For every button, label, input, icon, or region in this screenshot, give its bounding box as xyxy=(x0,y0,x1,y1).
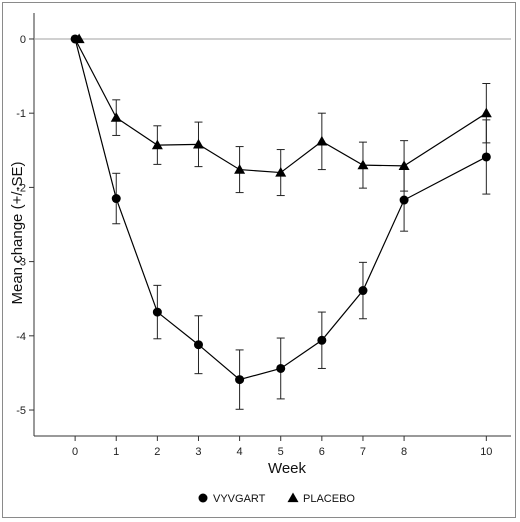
chart-frame: 0 -1 -2 -3 -4 -5 0 1 2 3 4 5 6 7 8 10 Week Mean change… xyxy=(2,2,516,518)
placebo-data-point xyxy=(398,160,410,170)
x-tick-label: 6 xyxy=(319,446,325,458)
vyvgart-data-point xyxy=(399,195,409,205)
legend: VYVGART PLACEBO xyxy=(198,492,355,505)
vyvgart-data-point xyxy=(276,363,286,373)
vyvgart-legend-label: VYVGART xyxy=(213,493,266,505)
placebo-data-point xyxy=(357,159,369,170)
y-tick-label: -4 xyxy=(16,331,26,343)
vyvgart-data-point xyxy=(193,340,203,350)
y-tick-label: -1 xyxy=(16,108,26,120)
vyvgart-legend-marker xyxy=(198,493,208,503)
y-tick-label: 0 xyxy=(20,34,26,46)
placebo-data-point xyxy=(151,139,163,150)
vyvgart-data-point xyxy=(152,307,162,317)
x-tick-label: 4 xyxy=(237,446,243,458)
y-tick-label: -5 xyxy=(16,405,26,417)
placebo-data-point xyxy=(110,112,122,122)
vyvgart-series-line xyxy=(74,38,487,381)
placebo-data-point xyxy=(234,164,246,174)
placebo-data-point xyxy=(480,107,492,118)
y-tick-label: -2 xyxy=(16,182,26,194)
placebo-data-point xyxy=(275,167,287,177)
vyvgart-data-point xyxy=(111,194,121,204)
x-tick-label: 0 xyxy=(72,446,78,458)
x-tick-label: 2 xyxy=(154,446,160,458)
y-tick-label: -3 xyxy=(16,257,26,269)
x-tick-label: 10 xyxy=(480,446,492,458)
vyvgart-data-point xyxy=(317,335,327,345)
vyvgart-data-point xyxy=(481,152,491,162)
placebo-series-line xyxy=(74,38,487,174)
vyvgart-data-point xyxy=(358,286,368,296)
x-tick-label: 1 xyxy=(113,446,119,458)
x-tick-label: 7 xyxy=(360,446,366,458)
x-axis-title: Week xyxy=(268,460,307,477)
vyvgart-data-point xyxy=(235,375,245,385)
placebo-legend-label: PLACEBO xyxy=(303,493,355,505)
x-tick-label: 5 xyxy=(278,446,284,458)
y-axis-title: Mean change (+/-SE) xyxy=(9,162,26,305)
x-tick-label: 3 xyxy=(195,446,201,458)
line-chart: 0 -1 -2 -3 -4 -5 0 1 2 3 4 5 6 7 8 10 Week Mean change… xyxy=(9,13,511,505)
placebo-data-point xyxy=(73,33,85,44)
placebo-data-point xyxy=(316,135,328,146)
x-tick-label: 8 xyxy=(401,446,407,458)
placebo-data-point xyxy=(192,138,204,149)
placebo-legend-marker xyxy=(287,492,299,503)
